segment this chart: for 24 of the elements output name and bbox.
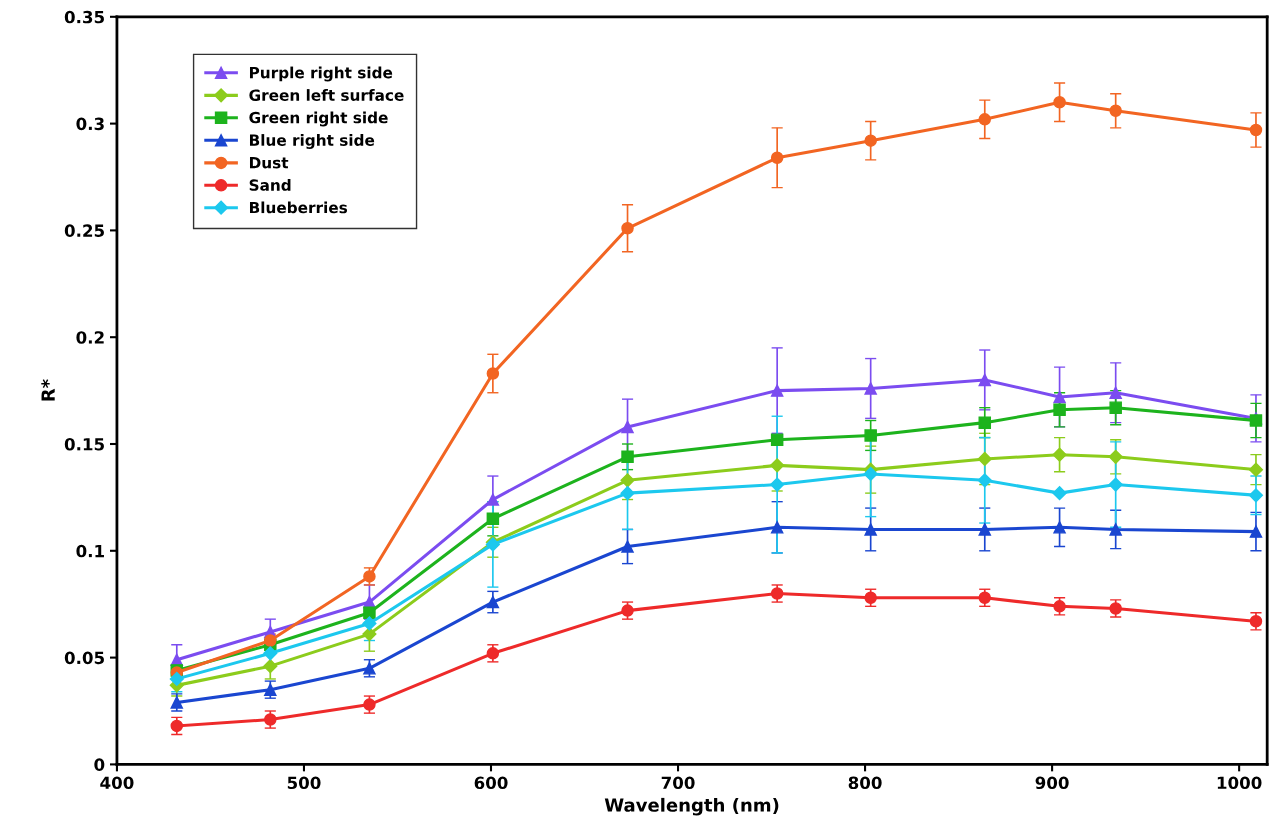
legend-label: Sand <box>249 179 291 191</box>
x-tick-label: 500 <box>287 776 321 790</box>
x-tick-label: 700 <box>661 776 695 790</box>
y-tick-label: 0.25 <box>64 224 104 237</box>
x-tick-label: 400 <box>100 776 134 790</box>
x-tick-label: 800 <box>848 776 882 790</box>
legend-label: Purple right side <box>249 66 393 82</box>
y-tick-label: 0.1 <box>76 544 104 558</box>
x-axis-title: Wavelength (nm) <box>604 797 779 816</box>
y-tick-label: 0.05 <box>64 651 104 665</box>
y-tick-label: 0.2 <box>76 331 104 344</box>
legend-label: Green left surface <box>249 89 404 101</box>
legend-label: Blueberries <box>249 201 348 214</box>
y-tick-label: 0 <box>94 758 105 771</box>
y-axis-title: R* <box>41 379 55 401</box>
x-tick-label: 1000 <box>1217 776 1262 790</box>
y-tick-label: 0.3 <box>76 117 104 131</box>
x-tick-label: 900 <box>1035 776 1069 790</box>
legend-label: Dust <box>249 157 289 169</box>
legend-label: Green right side <box>249 111 388 127</box>
x-tick-label: 600 <box>474 776 508 790</box>
legend-label: Blue right side <box>249 134 375 149</box>
y-tick-label: 0.35 <box>64 10 104 24</box>
y-tick-label: 0.15 <box>64 437 104 451</box>
